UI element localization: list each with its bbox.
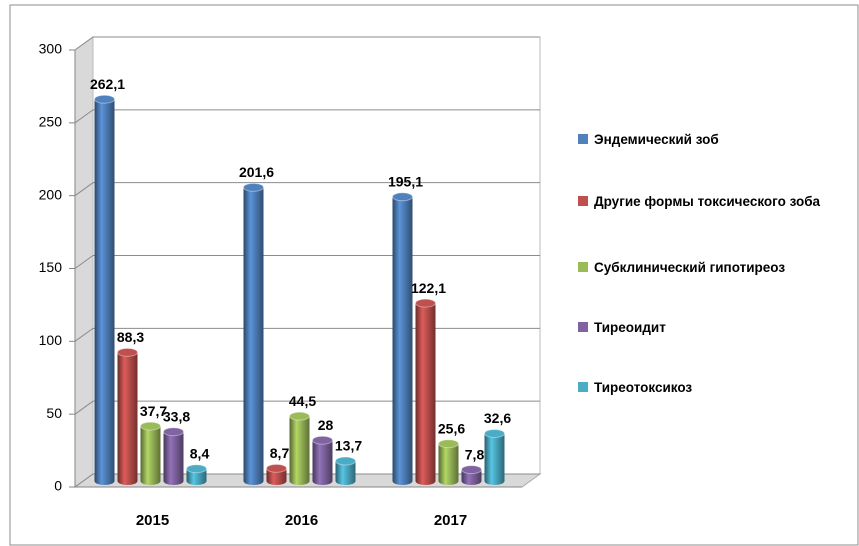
- value-label: 8,7: [270, 445, 290, 461]
- bar: [438, 439, 459, 485]
- legend-swatch: [578, 134, 588, 144]
- bar-body: [484, 433, 505, 485]
- grid-line: [74, 182, 540, 197]
- x-tick-label: 2015: [136, 512, 169, 529]
- value-label: 25,6: [438, 420, 465, 436]
- value-label: 13,7: [335, 438, 362, 454]
- legend-item: Субклинический гипотиреоз: [578, 258, 848, 278]
- bar-top: [484, 429, 505, 439]
- bar: [335, 456, 356, 485]
- bar-top: [94, 94, 115, 104]
- bar-body: [186, 468, 207, 485]
- grid-line: [74, 327, 540, 342]
- bar-body: [266, 468, 287, 485]
- bar-top: [461, 465, 482, 475]
- value-label: 32,6: [484, 410, 511, 426]
- x-tick-label: 2016: [285, 512, 318, 529]
- bar: [392, 192, 413, 486]
- bar-top: [438, 439, 459, 449]
- bar-top: [415, 298, 436, 308]
- bar-top: [243, 182, 264, 192]
- legend-swatch: [578, 262, 588, 272]
- bar-body: [243, 187, 264, 485]
- legend-item: Тиреоидит: [578, 318, 848, 338]
- bar-top: [163, 427, 184, 437]
- grid-line: [74, 255, 540, 269]
- value-label: 33,8: [163, 408, 190, 424]
- bar-body: [289, 416, 310, 485]
- bar: [461, 465, 482, 485]
- legend-swatch: [578, 382, 588, 392]
- bar-top: [312, 435, 333, 445]
- y-tick-label: 50: [46, 405, 62, 421]
- bar: [415, 298, 436, 485]
- grid-line: [74, 473, 540, 488]
- value-label: 37,7: [140, 403, 167, 419]
- value-label: 195,1: [388, 174, 423, 190]
- grid-line: [74, 36, 540, 51]
- y-tick-label: 150: [39, 259, 63, 275]
- value-label: 122,1: [411, 280, 446, 296]
- legend-item: Другие формы токсического зоба: [578, 192, 848, 212]
- bar-body: [438, 443, 459, 485]
- chart-border: [9, 4, 859, 546]
- value-label: 201,6: [239, 164, 274, 180]
- bar-body: [117, 352, 138, 485]
- bar-top: [266, 463, 287, 473]
- bar: [140, 421, 161, 485]
- legend-swatch: [578, 196, 588, 206]
- bar-body: [312, 440, 333, 485]
- bar-body: [94, 99, 115, 485]
- y-tick-label: 250: [39, 114, 63, 130]
- value-label: 262,1: [90, 76, 125, 92]
- value-label: 44,5: [289, 393, 316, 409]
- bar-top: [186, 464, 207, 474]
- grid-line: [74, 400, 540, 415]
- y-tick-label: 300: [39, 41, 63, 57]
- bar-body: [461, 469, 482, 485]
- bar-top: [289, 411, 310, 421]
- legend-label: Тиреоидит: [594, 320, 666, 335]
- bar-body: [392, 196, 413, 486]
- bar-top: [392, 192, 413, 202]
- bar: [243, 182, 264, 485]
- y-tick-label: 0: [54, 478, 62, 494]
- x-tick-label: 2017: [434, 512, 467, 529]
- bar: [484, 429, 505, 485]
- bar: [289, 411, 310, 485]
- legend-label: Тиреотоксикоз: [594, 380, 693, 395]
- legend-swatch: [578, 322, 588, 332]
- bar-top: [335, 456, 356, 466]
- bar-top: [140, 421, 161, 431]
- grid-line: [74, 109, 540, 124]
- bar: [117, 347, 138, 485]
- legend-label: Субклинический гипотиреоз: [594, 260, 786, 275]
- value-label: 8,4: [190, 445, 210, 461]
- bar-body: [335, 461, 356, 485]
- bar-body: [415, 303, 436, 485]
- legend-label: Другие формы токсического зоба: [594, 194, 821, 209]
- value-label: 28: [318, 417, 334, 433]
- bar-top: [117, 347, 138, 357]
- bar: [186, 464, 207, 485]
- legend-item: Тиреотоксикоз: [578, 378, 848, 398]
- y-tick-label: 100: [39, 332, 63, 348]
- bar: [312, 435, 333, 485]
- y-tick-label: 200: [39, 186, 63, 202]
- legend-item: Эндемический зоб: [578, 130, 848, 150]
- bar: [163, 427, 184, 485]
- bar-body: [163, 431, 184, 485]
- value-label: 88,3: [117, 329, 144, 345]
- bar: [94, 94, 115, 485]
- bar: [266, 463, 287, 485]
- legend-label: Эндемический зоб: [594, 132, 719, 147]
- bar-body: [140, 426, 161, 485]
- value-label: 7,8: [465, 446, 485, 462]
